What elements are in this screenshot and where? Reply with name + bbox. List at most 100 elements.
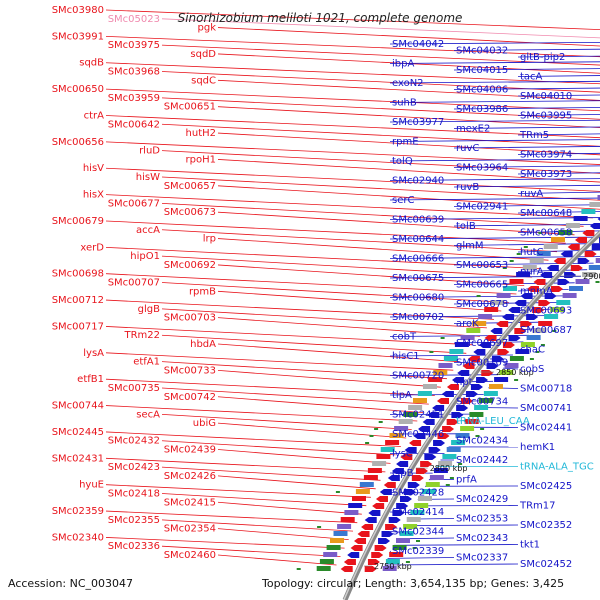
leader-line <box>217 264 525 286</box>
leader-line <box>389 139 600 142</box>
leader-line <box>161 545 341 557</box>
gene-label: SMc03964 <box>456 163 508 174</box>
marker-dash <box>552 330 557 332</box>
gene-arrow <box>467 356 480 362</box>
map-title: Sinorhizobium meliloti 1021, complete ge… <box>178 11 463 25</box>
gene-label: SMc00720 <box>392 371 444 382</box>
gene-label: TRm22 <box>123 330 160 341</box>
leader-line <box>502 367 519 370</box>
cog-block <box>455 433 470 438</box>
gene-label: SMc02445 <box>52 427 104 438</box>
leader-line <box>161 44 600 66</box>
cog-block <box>509 279 524 284</box>
leader-line <box>161 440 396 456</box>
gene-label: SMc04032 <box>456 46 508 57</box>
gene-arrow <box>538 300 551 306</box>
gene-label: serC <box>392 195 414 206</box>
gene-label: SMc04006 <box>456 85 508 96</box>
gene-label: SMc00677 <box>108 198 160 209</box>
cog-block <box>509 356 524 361</box>
gene-label: hyuE <box>79 480 104 491</box>
gene-arrow <box>442 426 455 432</box>
gene-arrow <box>381 531 394 537</box>
gene-label: ubiG <box>193 418 216 429</box>
leader-line <box>217 53 600 74</box>
gene-label: sqdB <box>79 58 104 69</box>
cog-block <box>344 510 359 515</box>
gene-label: aroK <box>456 319 479 330</box>
cog-block <box>489 384 503 389</box>
gene-label: SMc03986 <box>456 104 508 115</box>
gene-label: SMc00707 <box>108 278 160 289</box>
gene-label: SMc00673 <box>164 207 216 218</box>
cog-block <box>562 293 577 298</box>
cog-block <box>464 419 479 424</box>
gene-arrow <box>374 545 387 551</box>
marker-dash <box>480 428 485 430</box>
leader-line <box>161 493 367 507</box>
gene-label: SMc04015 <box>456 65 508 76</box>
gene-label: SMc02423 <box>108 462 160 473</box>
marker-dash <box>378 421 383 423</box>
cog-block <box>326 545 341 550</box>
gene-arrow <box>420 461 433 467</box>
cog-block <box>433 370 448 375</box>
gene-label: SMc00658 <box>520 228 572 239</box>
gene-label: prfA <box>456 475 477 486</box>
gene-label: SMc00675 <box>392 273 444 284</box>
gene-label: SMc02354 <box>164 524 216 535</box>
gene-arrow <box>577 258 590 264</box>
gene-arrow <box>550 286 563 292</box>
gene-arrow <box>490 328 503 334</box>
gene-label: cobT <box>392 332 417 343</box>
gene-label: SMc00703 <box>164 313 216 324</box>
gene-arrow <box>383 482 396 488</box>
gene-arrow <box>411 475 424 481</box>
gene-arrow <box>350 545 363 551</box>
cog-block <box>483 391 498 396</box>
gene-arrow <box>481 370 494 376</box>
gene-arrow <box>451 412 464 418</box>
cog-block <box>575 279 590 284</box>
cog-block <box>333 531 348 536</box>
cog-block <box>385 440 400 445</box>
gene-arrow <box>379 489 392 495</box>
gene-label: SMc02429 <box>456 494 508 505</box>
gene-label: SMc02431 <box>52 453 104 464</box>
gene-label: SMc00742 <box>164 392 216 403</box>
leader-line <box>217 27 600 47</box>
cog-block <box>319 559 334 564</box>
gene-label: sqdD <box>190 49 216 60</box>
gene-label: SMc02352 <box>520 520 572 531</box>
cog-block <box>421 489 436 494</box>
gene-label: SMc02428 <box>392 488 444 499</box>
leader-line <box>161 308 487 329</box>
cog-block <box>406 517 421 522</box>
leader-line <box>389 41 600 45</box>
gene-arrow <box>502 314 515 320</box>
cog-block <box>425 482 440 487</box>
cog-block <box>359 482 374 487</box>
gene-label: SMc02426 <box>164 471 216 482</box>
cog-block <box>538 321 553 326</box>
gene-arrow <box>427 412 440 418</box>
cog-block <box>410 510 425 515</box>
gene-arrow <box>432 405 445 411</box>
gene-label: etfA1 <box>133 357 160 368</box>
gene-arrow <box>526 314 539 320</box>
cog-block <box>551 237 565 242</box>
gene-label: tlpA <box>392 390 412 401</box>
leader-line <box>384 563 519 566</box>
gene-label: ruvC <box>456 143 479 154</box>
marker-dash <box>595 281 600 283</box>
leader-line <box>105 484 371 498</box>
gene-label: tolB <box>456 221 476 232</box>
cog-block <box>581 209 596 214</box>
cog-block <box>433 468 448 473</box>
leader-line <box>217 422 407 439</box>
kbp-label: 2800 kbp <box>430 464 468 473</box>
cog-block <box>438 461 453 466</box>
gene-label: SMc00692 <box>164 260 216 271</box>
marker-dash <box>502 267 507 269</box>
cog-block <box>565 223 580 228</box>
